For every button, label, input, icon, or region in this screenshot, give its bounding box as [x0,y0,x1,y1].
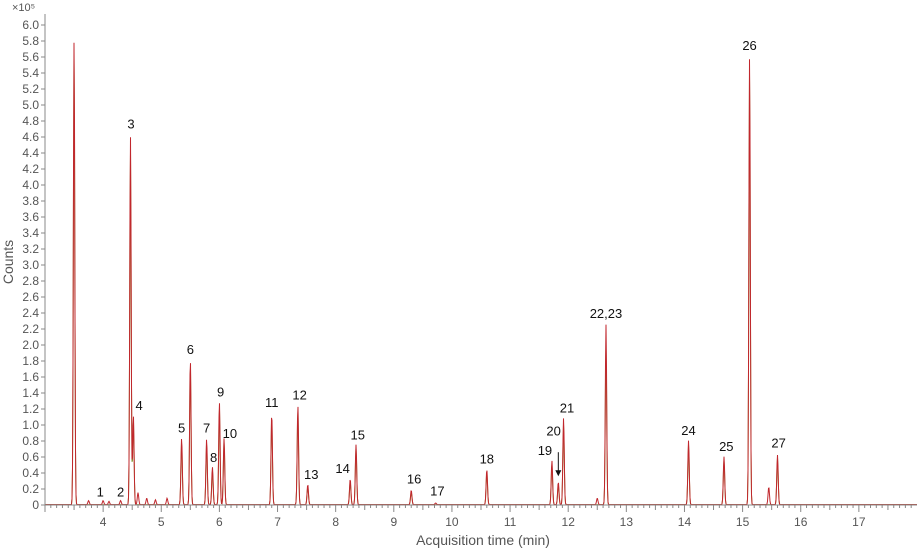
peak-20-arrowhead [555,470,562,477]
y-tick-label: 0.2 [22,482,39,496]
peak-label: 9 [217,384,224,399]
y-tick-label: 5.0 [22,98,39,112]
peak-label: 1 [97,484,104,499]
peak-label: 18 [480,452,494,467]
peak-label: 11 [265,395,279,410]
y-tick-label: 4.0 [22,178,39,192]
x-tick-label: 12 [562,515,576,529]
y-tick-label: 2.0 [22,338,39,352]
y-tick-label: 0 [32,498,39,512]
y-tick-label: 0.8 [22,434,39,448]
x-tick-label: 17 [852,515,866,529]
peak-label: 17 [430,484,444,499]
x-tick-label: 9 [390,515,397,529]
y-tick-label: 1.4 [22,386,39,400]
y-tick-label: 4.4 [22,146,39,160]
x-axis-title: Acquisition time (min) [416,532,550,548]
y-tick-label: 1.2 [22,402,39,416]
peak-label: 4 [136,398,143,413]
x-tick-label: 7 [274,515,281,529]
x-tick-label: 15 [736,515,750,529]
y-tick-label: 5.8 [22,34,39,48]
peak-label: 16 [407,472,421,487]
peak-label: 19 [538,443,552,458]
trace-line-0 [45,42,917,506]
y-tick-label: 3.4 [22,226,39,240]
y-tick-label: 2.6 [22,290,39,304]
y-tick-label: 2.8 [22,274,39,288]
trace-group [45,42,917,506]
peak-label: 21 [560,400,574,415]
peak-label: 14 [335,461,349,476]
peak-label: 5 [178,420,185,435]
y-tick-label: 6.0 [22,18,39,32]
peak-label: 22,23 [590,306,623,321]
y-tick-label: 3.8 [22,194,39,208]
y-axis-title: Counts [0,240,16,284]
peak-label: 24 [681,423,695,438]
trace-line-1 [45,58,917,506]
peak-label: 10 [223,426,237,441]
peak-label: 12 [292,388,306,403]
y-tick-label: 3.2 [22,242,39,256]
y-tick-label: 3.0 [22,258,39,272]
peak-label: 3 [127,116,134,131]
y-tick-label: 5.4 [22,66,39,80]
y-tick-label: 5.6 [22,50,39,64]
y-multiplier-label: ×10⁵ [12,2,35,14]
y-tick-label: 4.2 [22,162,39,176]
peak-label: 27 [771,436,785,451]
peak-label: 15 [351,428,365,443]
x-tick-label: 5 [158,515,165,529]
y-tick-label: 1.0 [22,418,39,432]
x-tick-group: 4 5 6 7 8 9 10 11 12 13 14 15 16 17 [44,505,912,529]
y-tick-label: 4.6 [22,130,39,144]
y-tick-label: 5.2 [22,82,39,96]
y-tick-label: 0.6 [22,450,39,464]
y-tick-group: 0 0.2 0.4 0.6 0.8 1.0 1.2 1.4 1.6 1.8 2.0 2.2 2.4 2.6… [22,18,45,512]
peak-label: 2 [117,484,124,499]
x-tick-label: 16 [794,515,808,529]
peak-label: 6 [187,342,194,357]
x-tick-label: 11 [504,515,517,529]
peak-label: 8 [210,450,217,465]
x-tick-label: 14 [678,515,692,529]
y-tick-label: 0.4 [22,466,39,480]
x-tick-label: 10 [445,515,459,529]
x-tick-label: 13 [620,515,634,529]
y-tick-label: 4.8 [22,114,39,128]
x-tick-label: 8 [332,515,339,529]
peak-label: 26 [742,38,756,53]
y-tick-label: 3.6 [22,210,39,224]
y-tick-label: 1.6 [22,370,39,384]
peak-label: 13 [304,467,318,482]
peak-label: 25 [719,439,733,454]
peak-label: 7 [203,420,210,435]
y-tick-label: 2.2 [22,322,39,336]
x-tick-label: 4 [100,515,107,529]
y-tick-label: 1.8 [22,354,39,368]
y-tick-label: 2.4 [22,306,39,320]
x-tick-label: 6 [216,515,223,529]
peak-label: 20 [546,424,560,439]
